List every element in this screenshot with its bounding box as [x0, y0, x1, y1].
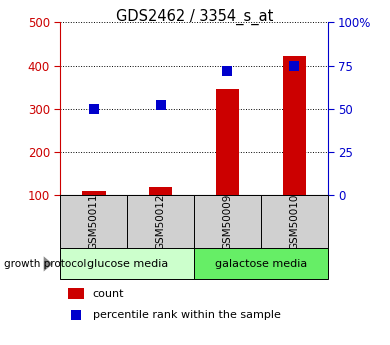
Bar [261, 195, 328, 248]
Bar [282, 56, 306, 195]
Point [291, 63, 297, 68]
Text: galactose media: galactose media [215, 259, 307, 269]
Text: count: count [92, 289, 124, 299]
Text: GSM50012: GSM50012 [156, 194, 166, 250]
Bar [60, 195, 127, 248]
Bar [69, 288, 85, 299]
Point [73, 313, 80, 318]
Bar [127, 195, 194, 248]
Text: glucose media: glucose media [87, 259, 168, 269]
Bar [194, 195, 261, 248]
Text: GSM50009: GSM50009 [222, 194, 232, 250]
Text: GSM50010: GSM50010 [289, 194, 299, 250]
Bar [149, 187, 172, 195]
Text: GDS2462 / 3354_s_at: GDS2462 / 3354_s_at [116, 9, 274, 25]
Bar [82, 190, 106, 195]
Bar [216, 89, 239, 195]
Text: growth protocol: growth protocol [4, 259, 86, 269]
Bar [194, 248, 328, 279]
Bar [60, 248, 194, 279]
Point [224, 68, 230, 73]
Point [91, 106, 97, 111]
Polygon shape [44, 256, 53, 272]
Point [158, 102, 164, 108]
Text: GSM50011: GSM50011 [89, 194, 99, 250]
Text: percentile rank within the sample: percentile rank within the sample [92, 310, 280, 320]
